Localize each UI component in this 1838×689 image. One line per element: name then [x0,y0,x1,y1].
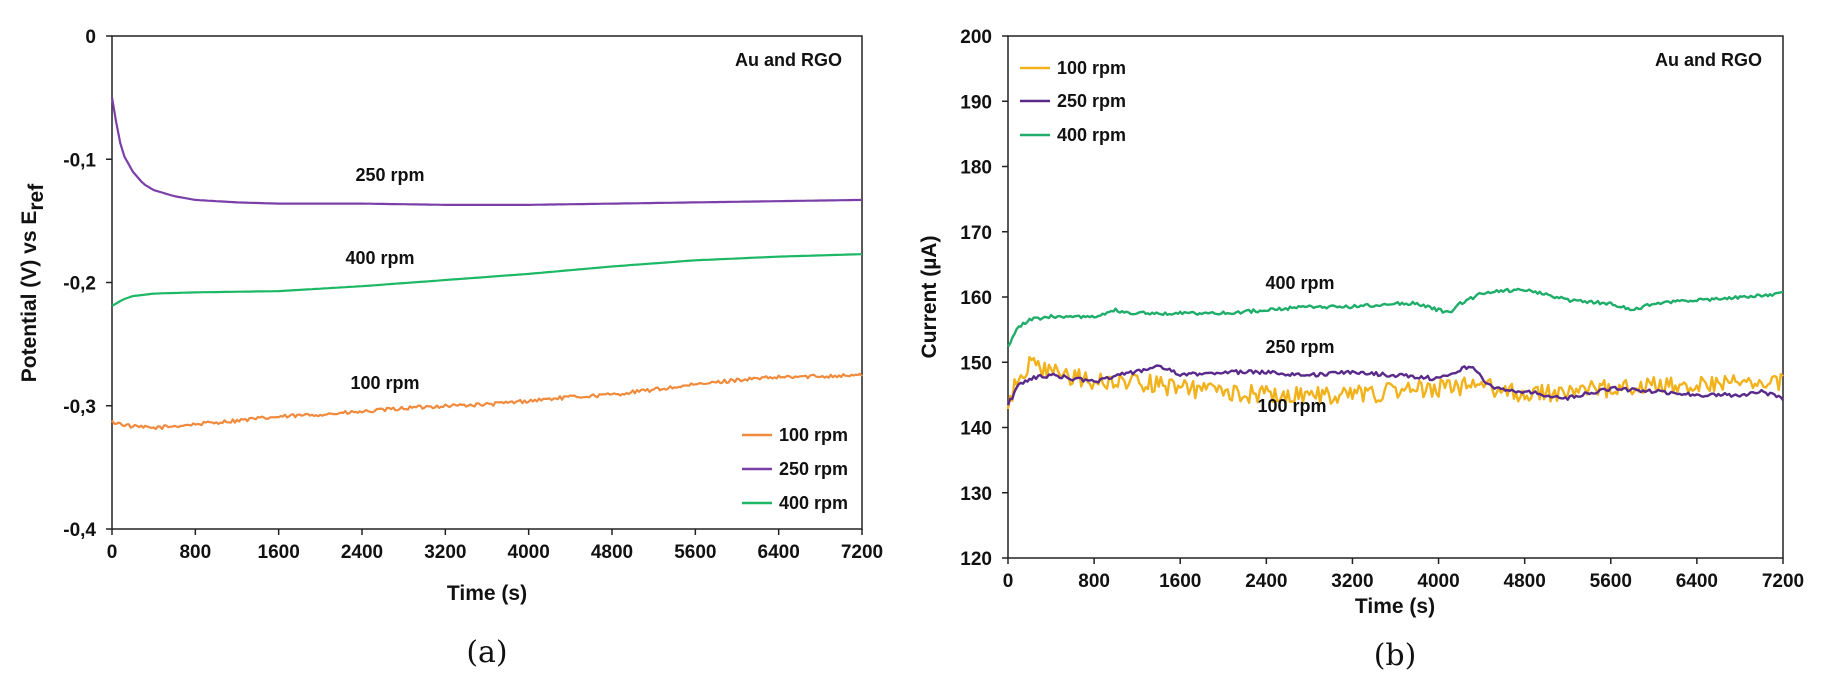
series-line-a-400-rpm [111,253,863,307]
x-ticks-a: 0 800 1600 2400 3200 4000 4800 5600 6400 7200 [107,529,883,563]
x-tick-label: 4000 [1417,571,1459,592]
x-tick-label: 2400 [341,542,383,563]
y-tick-label: 160 [960,288,992,309]
y-tick-label: 200 [960,27,992,48]
x-tick-label: 4000 [508,542,550,563]
series-label-a-250: 250 rpm [355,165,424,185]
x-tick-label: 800 [1078,571,1110,592]
y-tick-label: -0,1 [63,150,96,171]
y-tick-label: 0 [85,27,96,48]
y-axis-label-a: Potential (V) vs Eref [18,183,48,382]
y-tick-label: 140 [960,419,992,440]
series-label-a-400: 400 rpm [345,248,414,268]
x-axis-label-b: Time (s) [1355,595,1435,618]
legend-label-b-100: 100 rpm [1057,58,1126,78]
y-ticks-a: 0 -0,1 -0,2 -0,3 -0,4 [63,27,112,541]
series-line-b-400-rpm [1007,287,1784,348]
y-axis-label-b: Current (µA) [918,236,941,359]
y-ticks-b: 120 130 140 150 160 170 180 190 200 [960,27,1008,570]
caption-a: (a) [466,635,507,670]
series-line-a-250-rpm [110,97,863,206]
x-tick-label: 4800 [591,542,633,563]
plot-area-a [111,35,863,530]
series-group-b [1006,287,1784,410]
x-tick-label: 7200 [841,542,883,563]
series-group-a [110,97,863,431]
series-label-a-100: 100 rpm [350,373,419,393]
x-tick-label: 6400 [1676,571,1718,592]
series-label-b-250: 250 rpm [1265,337,1334,357]
series-label-b-400: 400 rpm [1265,273,1334,293]
annotation-a: Au and RGO [735,50,842,70]
legend-label-b-400: 400 rpm [1057,125,1126,145]
legend-label-a-400: 400 rpm [779,493,848,513]
x-tick-label: 1600 [258,542,300,563]
y-tick-label: -0,3 [63,397,96,418]
x-tick-label: 4800 [1504,571,1546,592]
y-tick-label: 190 [960,92,992,113]
x-tick-label: 6400 [758,542,800,563]
y-tick-label: 130 [960,484,992,505]
panel-b: 0 800 1600 2400 3200 4000 4800 5600 6400 7200 120… [918,27,1804,673]
x-tick-label: 1600 [1159,571,1201,592]
y-tick-label: 120 [960,549,992,570]
y-tick-label: -0,4 [63,520,96,541]
x-tick-label: 3200 [1331,571,1373,592]
legend-label-b-250: 250 rpm [1057,91,1126,111]
x-tick-label: 5600 [1590,571,1632,592]
y-tick-label: -0,2 [63,274,96,295]
x-tick-label: 2400 [1245,571,1287,592]
y-tick-label: 150 [960,353,992,374]
x-tick-label: 800 [179,542,211,563]
y-tick-label: 180 [960,158,992,179]
y-axis-label-a-sub: ref [25,183,48,211]
x-tick-label: 7200 [1762,571,1804,592]
annotation-b: Au and RGO [1655,50,1762,70]
legend-label-a-250: 250 rpm [779,459,848,479]
legend-label-a-100: 100 rpm [779,425,848,445]
x-tick-label: 0 [1003,571,1014,592]
caption-b: (b) [1374,638,1417,673]
series-line-a-100-rpm [111,372,863,431]
x-tick-label: 0 [107,542,118,563]
y-tick-label: 170 [960,223,992,244]
x-ticks-b: 0 800 1600 2400 3200 4000 4800 5600 6400 7200 [1003,558,1804,592]
x-tick-label: 3200 [424,542,466,563]
legend-a: 100 rpm 250 rpm 400 rpm [742,425,848,513]
legend-b: 100 rpm 250 rpm 400 rpm [1020,58,1126,145]
panel-a: 0 800 1600 2400 3200 4000 4800 5600 6400 7200 0 -0… [18,27,883,670]
series-line-b-250-rpm [1006,364,1784,406]
x-tick-label: 5600 [674,542,716,563]
x-axis-label-a: Time (s) [447,582,527,605]
y-axis-label-a-main: Potential (V) vs E [18,211,41,383]
plot-area-b [1007,35,1784,559]
series-line-b-100-rpm [1006,356,1784,410]
series-label-b-100: 100 rpm [1257,396,1326,416]
